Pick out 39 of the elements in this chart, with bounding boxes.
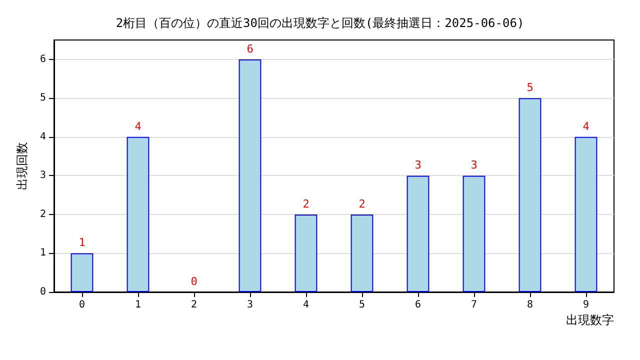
x-tick-label: 7 bbox=[470, 300, 478, 310]
y-axis-title: 出現回数 bbox=[15, 142, 29, 190]
bar bbox=[462, 176, 486, 292]
x-tick-label: 6 bbox=[414, 300, 422, 310]
x-tick-label: 8 bbox=[526, 300, 534, 310]
data-label: 2 bbox=[358, 197, 366, 210]
y-tick-label: 5 bbox=[40, 92, 46, 104]
y-tick-label: 2 bbox=[40, 208, 46, 220]
bar bbox=[574, 136, 598, 292]
y-tick-label: 4 bbox=[40, 131, 46, 142]
x-axis-title: 出現数字 bbox=[566, 313, 614, 327]
data-label: 3 bbox=[470, 158, 478, 172]
data-label: 0 bbox=[190, 275, 198, 288]
data-label: 6 bbox=[246, 42, 254, 56]
bar bbox=[126, 136, 150, 292]
data-label: 4 bbox=[134, 120, 142, 133]
y-tick-label: 3 bbox=[40, 170, 46, 182]
y-tick-label: 0 bbox=[40, 286, 46, 298]
data-label: 4 bbox=[582, 120, 590, 133]
data-label: 1 bbox=[78, 236, 86, 250]
bar bbox=[518, 98, 542, 292]
bar bbox=[70, 253, 94, 292]
bar bbox=[406, 176, 430, 292]
x-tick-label: 1 bbox=[134, 300, 142, 310]
bar bbox=[350, 214, 374, 292]
y-tick-label: 6 bbox=[40, 54, 46, 65]
x-tick-label: 2 bbox=[190, 300, 198, 310]
x-tick-label: 4 bbox=[302, 300, 310, 310]
bar bbox=[238, 59, 262, 292]
data-label: 3 bbox=[414, 158, 422, 172]
x-tick-label: 9 bbox=[582, 300, 590, 310]
y-tick-label: 1 bbox=[40, 248, 46, 259]
x-tick-label: 3 bbox=[246, 300, 254, 310]
data-label: 2 bbox=[302, 197, 310, 210]
chart-title: 2桁目（百の位）の直近30回の出現数字と回数(最終抽選日：2025-06-06) bbox=[116, 16, 524, 30]
bar bbox=[294, 214, 318, 292]
data-label: 5 bbox=[526, 81, 534, 94]
x-tick-label: 0 bbox=[78, 300, 86, 310]
x-tick-label: 5 bbox=[358, 300, 366, 310]
